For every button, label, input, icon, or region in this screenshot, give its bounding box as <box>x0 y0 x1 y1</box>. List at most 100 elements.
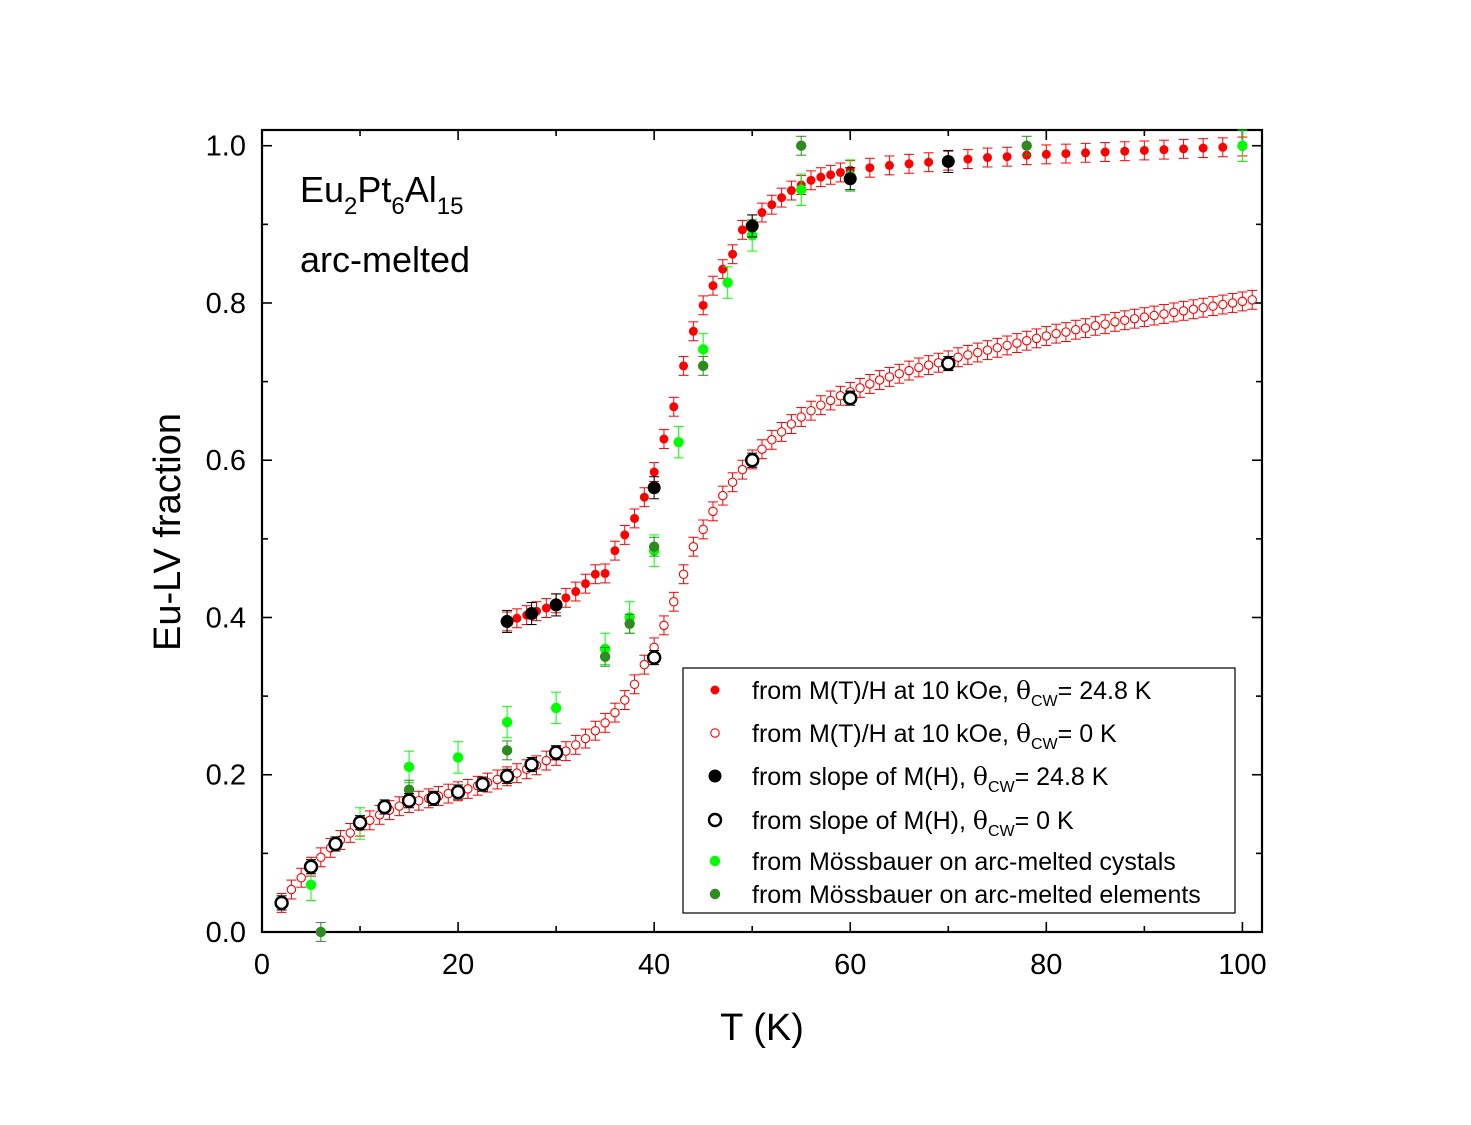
data-point <box>904 159 914 169</box>
data-point <box>786 419 797 429</box>
legend-entry-5: from Mössbauer on arc-melted elements <box>709 881 1201 909</box>
legend-box <box>682 667 1236 914</box>
data-point <box>698 300 708 310</box>
data-point <box>697 344 709 355</box>
data-point <box>570 740 581 750</box>
data-point <box>816 172 826 182</box>
data-point <box>1120 146 1130 156</box>
legend: from M(T)/H at 10 kOe, θCW= 24.8 K from M… <box>682 667 1236 914</box>
y-tick-label: 1.0 <box>206 131 246 163</box>
data-point <box>1208 301 1218 311</box>
data-point <box>1119 315 1130 326</box>
data-point <box>525 607 539 621</box>
data-point <box>1100 147 1110 157</box>
data-point <box>1002 340 1012 351</box>
data-point <box>550 702 562 714</box>
x-tick-label: 0 <box>254 949 270 981</box>
data-point <box>274 895 289 911</box>
data-point <box>600 568 610 578</box>
data-series <box>274 129 1258 942</box>
compound-sub: 2 <box>344 193 357 220</box>
y-tick-label: 0.8 <box>206 288 246 320</box>
data-point <box>377 799 392 815</box>
x-tick-label: 80 <box>1030 949 1062 981</box>
data-point <box>1139 312 1150 322</box>
compound-sub: 6 <box>391 193 404 220</box>
data-point <box>806 405 816 416</box>
data-point <box>796 184 807 195</box>
x-tick-label: 100 <box>1218 949 1266 981</box>
data-point <box>646 650 662 665</box>
data-point <box>599 651 611 663</box>
data-point <box>659 434 669 444</box>
data-point <box>678 569 689 579</box>
data-point <box>982 153 992 163</box>
data-point <box>1021 140 1032 151</box>
data-point <box>1080 323 1091 333</box>
data-point <box>401 793 417 808</box>
data-point <box>600 718 610 728</box>
data-point <box>767 435 777 445</box>
data-point <box>757 208 767 218</box>
data-point <box>865 163 875 173</box>
data-point <box>659 620 669 631</box>
data-point <box>710 685 720 695</box>
y-tick-label: 0.6 <box>206 445 246 477</box>
data-point <box>874 375 885 385</box>
plot-border <box>260 128 1264 934</box>
compound-annotation: Eu2Pt6Al15 <box>300 169 464 220</box>
data-point <box>953 352 963 362</box>
data-point <box>541 755 552 766</box>
data-point <box>1002 152 1012 162</box>
legend-entry-2: from slope of M(H), θCW= 24.8 K <box>708 762 1109 796</box>
series-4 <box>305 129 1248 902</box>
data-point <box>1159 145 1169 155</box>
data-point <box>826 170 836 180</box>
compound-part: Eu <box>300 169 344 210</box>
data-point <box>475 776 490 792</box>
data-point <box>1090 321 1101 331</box>
data-point <box>1061 149 1071 159</box>
data-point <box>843 172 857 186</box>
legend-label: from M(T)/H at 10 kOe, θCW= 0 K <box>752 719 1117 753</box>
data-point <box>722 277 733 288</box>
data-point <box>963 154 973 164</box>
data-point <box>884 160 894 170</box>
data-point <box>1041 149 1051 159</box>
data-point <box>1041 331 1052 341</box>
data-point <box>500 614 514 628</box>
data-point <box>303 859 319 874</box>
y-tick-label: 0.2 <box>206 760 246 792</box>
data-point <box>1031 333 1042 344</box>
data-point <box>1149 310 1159 321</box>
data-point <box>345 828 355 838</box>
data-point <box>786 186 796 196</box>
data-point <box>924 157 934 167</box>
data-point <box>806 175 816 185</box>
data-point <box>1139 145 1149 155</box>
data-point <box>914 362 924 373</box>
series-0 <box>502 136 1248 632</box>
data-point <box>843 390 858 406</box>
data-point <box>673 436 684 448</box>
data-point <box>1100 319 1110 329</box>
data-point <box>452 752 464 763</box>
data-point <box>1188 304 1199 315</box>
data-point <box>982 345 993 355</box>
data-point <box>708 769 722 783</box>
data-point <box>777 193 787 203</box>
data-point <box>1159 309 1169 319</box>
data-point <box>688 326 698 336</box>
data-point <box>1179 144 1189 154</box>
data-point <box>580 733 591 744</box>
data-point <box>796 412 806 422</box>
data-point <box>904 365 914 376</box>
legend-label: from slope of M(H), θCW= 0 K <box>752 806 1074 840</box>
y-axis-label: Eu-LV fraction <box>147 413 189 651</box>
legend-entry-4: from Mössbauer on arc-melted cystals <box>709 848 1176 876</box>
legend-label: from Mössbauer on arc-melted elements <box>752 881 1201 909</box>
legend-label: from M(T)/H at 10 kOe, θCW= 24.8 K <box>752 676 1152 710</box>
data-point <box>501 745 513 756</box>
data-point <box>647 481 661 495</box>
